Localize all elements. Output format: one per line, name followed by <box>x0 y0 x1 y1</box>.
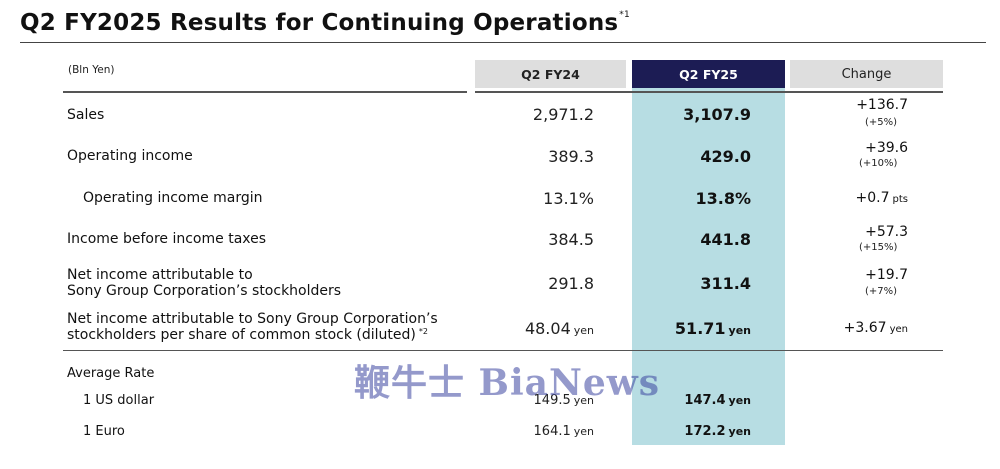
change-eps: +3.67 yen <box>843 320 908 336</box>
change-sales: +136.7 <box>856 97 908 113</box>
title-footnote-marker: *1 <box>619 10 630 21</box>
change-pct-op-income: (+10%) <box>859 158 898 169</box>
change-unit-pts: pts <box>892 194 908 205</box>
value-curr-op-margin: 13.8% <box>695 189 751 208</box>
row-label-eps-line2: stockholders per share of common stock (… <box>67 327 428 343</box>
row-label-net-income-line1: Net income attributable to <box>67 267 253 283</box>
value-prev-eur: 164.1 yen <box>533 424 594 439</box>
change-op-margin: +0.7 pts <box>855 190 908 206</box>
value-prev-sales: 2,971.2 <box>532 105 594 124</box>
value-curr-usd: 147.4 yen <box>684 393 751 408</box>
value-curr-net-income: 311.4 <box>700 274 751 293</box>
header-divider-right <box>475 91 943 93</box>
value-curr-eur: 172.2 yen <box>684 424 751 439</box>
change-pct-net-income: (+7%) <box>865 286 898 297</box>
change-pct-pretax: (+15%) <box>859 242 898 253</box>
header-change: Change <box>790 60 943 88</box>
unit-label: (Bln Yen) <box>68 64 115 76</box>
header-prev-period: Q2 FY24 <box>475 60 626 88</box>
row-label-eur: 1 Euro <box>83 424 125 439</box>
page-title: Q2 FY2025 Results for Continuing Operati… <box>20 10 630 36</box>
value-prev-usd: 149.5 yen <box>533 393 594 408</box>
row-label-op-income: Operating income <box>67 148 193 164</box>
row-label-net-income: Net income attributable to Sony Group Co… <box>67 267 341 299</box>
value-curr-sales: 3,107.9 <box>683 105 751 124</box>
row-label-eps-line1: Net income attributable to Sony Group Co… <box>67 311 438 327</box>
row-label-net-income-line2: Sony Group Corporation’s stockholders <box>67 283 342 299</box>
eps-footnote-marker: *2 <box>418 327 428 336</box>
value-curr-eps: 51.71 yen <box>674 319 751 338</box>
value-curr-pretax: 441.8 <box>700 230 751 249</box>
watermark: 鞭牛士 BiaNews <box>354 362 661 404</box>
value-prev-op-income: 389.3 <box>548 147 594 166</box>
value-prev-net-income: 291.8 <box>548 274 594 293</box>
change-net-income: +19.7 <box>865 267 908 283</box>
current-period-highlight <box>632 88 785 445</box>
value-prev-pretax: 384.5 <box>548 230 594 249</box>
rates-heading: Average Rate <box>67 366 155 381</box>
row-label-pretax: Income before income taxes <box>67 231 267 247</box>
value-prev-eps: 48.04 yen <box>524 319 594 338</box>
change-op-income: +39.6 <box>865 140 908 156</box>
header-divider-left <box>63 91 467 93</box>
row-label-op-margin: Operating income margin <box>83 190 263 206</box>
row-label-usd: 1 US dollar <box>83 393 155 408</box>
row-label-sales: Sales <box>67 107 105 123</box>
section-divider <box>63 350 943 351</box>
row-label-eps: Net income attributable to Sony Group Co… <box>67 311 438 345</box>
change-pct-sales: (+5%) <box>865 117 898 128</box>
value-prev-op-margin: 13.1% <box>543 189 594 208</box>
title-divider <box>20 42 986 43</box>
change-pretax: +57.3 <box>865 224 908 240</box>
header-curr-period: Q2 FY25 <box>632 60 785 88</box>
value-curr-op-income: 429.0 <box>700 147 751 166</box>
